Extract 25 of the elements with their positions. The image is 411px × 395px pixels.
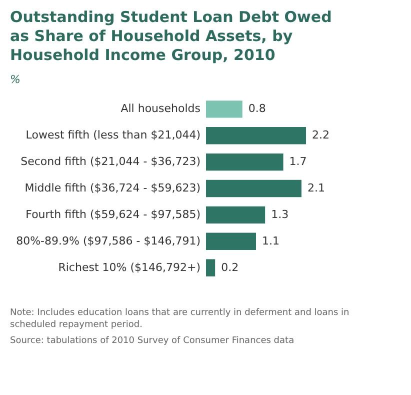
y-tick-label: 80%-89.9% ($97,586 - $146,791) <box>16 234 200 248</box>
data-label: 0.8 <box>248 102 266 116</box>
chart-title: Outstanding Student Loan Debt Owed as Share of Household Assets, by Household Income Group, 2010 <box>10 8 333 65</box>
source-note: Source: tabulations of 2010 Survey of Consumer Finances data <box>10 335 296 347</box>
y-tick-label: Second fifth ($21,044 - $36,723) <box>20 155 200 168</box>
y-tick-label: Richest 10% ($146,792+) <box>58 260 200 274</box>
y-tick-label: All households <box>120 102 201 116</box>
text: Note: Includes education loans that are currently in deferment and loans in scheduled repayment period. <box>10 307 350 331</box>
bar <box>206 153 284 171</box>
bar <box>206 180 302 198</box>
text: % <box>10 73 22 86</box>
bar <box>206 259 216 276</box>
data-label: 2.1 <box>307 182 325 194</box>
data-label: 2.2 <box>312 128 330 142</box>
data-label: 0.2 <box>221 260 239 274</box>
bar <box>206 100 242 118</box>
bar <box>206 127 306 144</box>
y-tick-label: Fourth fifth ($59,624 - $97,585) <box>26 208 200 221</box>
bar <box>206 232 256 250</box>
y-tick-label: Lowest fifth (less than $21,044) <box>26 128 200 142</box>
y-tick-label: Middle fifth ($36,724 - $59,623) <box>24 182 200 194</box>
data-label: 1.1 <box>262 234 280 248</box>
data-label: 1.3 <box>271 208 289 221</box>
bar <box>206 206 266 224</box>
data-label: 1.7 <box>289 155 307 168</box>
